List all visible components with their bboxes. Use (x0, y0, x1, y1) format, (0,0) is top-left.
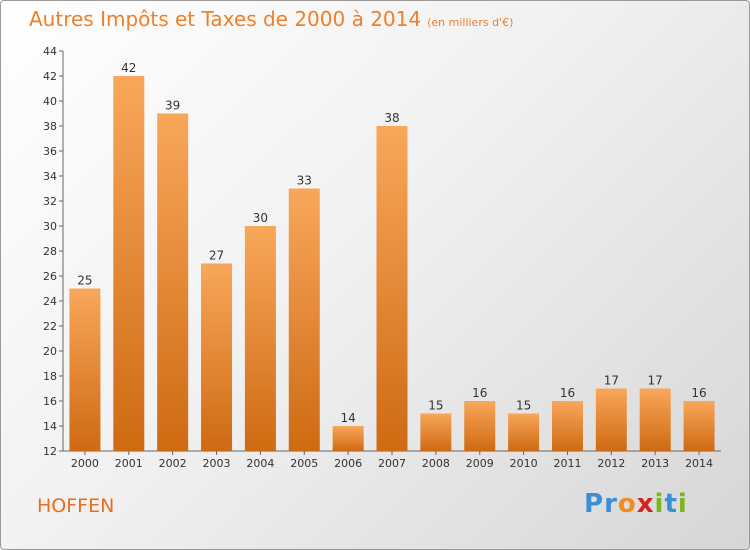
x-tick-label: 2014 (685, 457, 713, 470)
y-tick-label: 42 (43, 70, 57, 83)
bar (683, 401, 715, 451)
bar (69, 288, 101, 451)
commune-name: HOFFEN (37, 495, 115, 517)
chart-title-text: Autres Impôts et Taxes de 2000 à 2014 (29, 7, 422, 31)
bar (288, 188, 320, 451)
bar (420, 413, 452, 451)
bar (244, 226, 276, 451)
bar (595, 388, 627, 451)
x-tick-label: 2009 (466, 457, 494, 470)
bar-value-label: 16 (560, 386, 575, 400)
bar-value-label: 33 (297, 174, 312, 188)
bar (113, 76, 145, 451)
x-tick-label: 2004 (246, 457, 274, 470)
logo-letter: x (636, 489, 655, 519)
bar-value-label: 30 (253, 211, 268, 225)
y-tick-label: 34 (43, 170, 57, 183)
y-tick-label: 28 (43, 245, 57, 258)
x-tick-label: 2012 (597, 457, 625, 470)
y-tick-label: 24 (43, 295, 57, 308)
logo-letter: o (617, 489, 637, 519)
logo-letter: r (604, 489, 618, 519)
chart-title: Autres Impôts et Taxes de 2000 à 2014 (en… (29, 7, 513, 31)
bar-value-label: 42 (121, 61, 136, 75)
logo-letter: i (654, 489, 665, 519)
bar (551, 401, 583, 451)
y-tick-label: 36 (43, 145, 57, 158)
bar-value-label: 15 (428, 399, 443, 413)
bar-value-label: 25 (77, 274, 92, 288)
bar (464, 401, 496, 451)
x-tick-label: 2000 (71, 457, 99, 470)
bar (639, 388, 671, 451)
bar-value-label: 15 (516, 399, 531, 413)
bar (376, 126, 408, 451)
bar-value-label: 39 (165, 99, 180, 113)
bar (332, 426, 364, 451)
x-tick-label: 2010 (510, 457, 538, 470)
y-tick-label: 12 (43, 445, 57, 458)
x-tick-label: 2001 (115, 457, 143, 470)
logo-letter: t (664, 489, 678, 519)
bar-value-label: 17 (648, 374, 663, 388)
y-tick-label: 20 (43, 345, 57, 358)
y-tick-label: 32 (43, 195, 57, 208)
y-tick-label: 26 (43, 270, 57, 283)
y-tick-label: 40 (43, 95, 57, 108)
x-tick-label: 2008 (422, 457, 450, 470)
chart-unit: (en milliers d'€) (427, 16, 514, 29)
logo-letter: P (584, 489, 605, 519)
x-tick-label: 2013 (641, 457, 669, 470)
bar-value-label: 17 (604, 374, 619, 388)
x-tick-label: 2011 (553, 457, 581, 470)
x-tick-label: 2003 (203, 457, 231, 470)
y-tick-label: 44 (43, 45, 57, 58)
x-tick-label: 2007 (378, 457, 406, 470)
bar-value-label: 14 (340, 411, 355, 425)
logo-letter: i (677, 489, 688, 519)
y-tick-label: 38 (43, 120, 57, 133)
bar-value-label: 16 (691, 386, 706, 400)
y-tick-label: 22 (43, 320, 57, 333)
y-tick-label: 18 (43, 370, 57, 383)
y-tick-label: 14 (43, 420, 57, 433)
x-tick-label: 2006 (334, 457, 362, 470)
bar-value-label: 38 (384, 111, 399, 125)
proxiti-logo: Proxiti (584, 489, 688, 519)
bar (157, 113, 189, 451)
bar-value-label: 16 (472, 386, 487, 400)
x-tick-label: 2002 (159, 457, 187, 470)
x-tick-label: 2005 (290, 457, 318, 470)
y-tick-label: 16 (43, 395, 57, 408)
bar (508, 413, 540, 451)
y-tick-label: 30 (43, 220, 57, 233)
bar (201, 263, 233, 451)
bar-value-label: 27 (209, 249, 224, 263)
